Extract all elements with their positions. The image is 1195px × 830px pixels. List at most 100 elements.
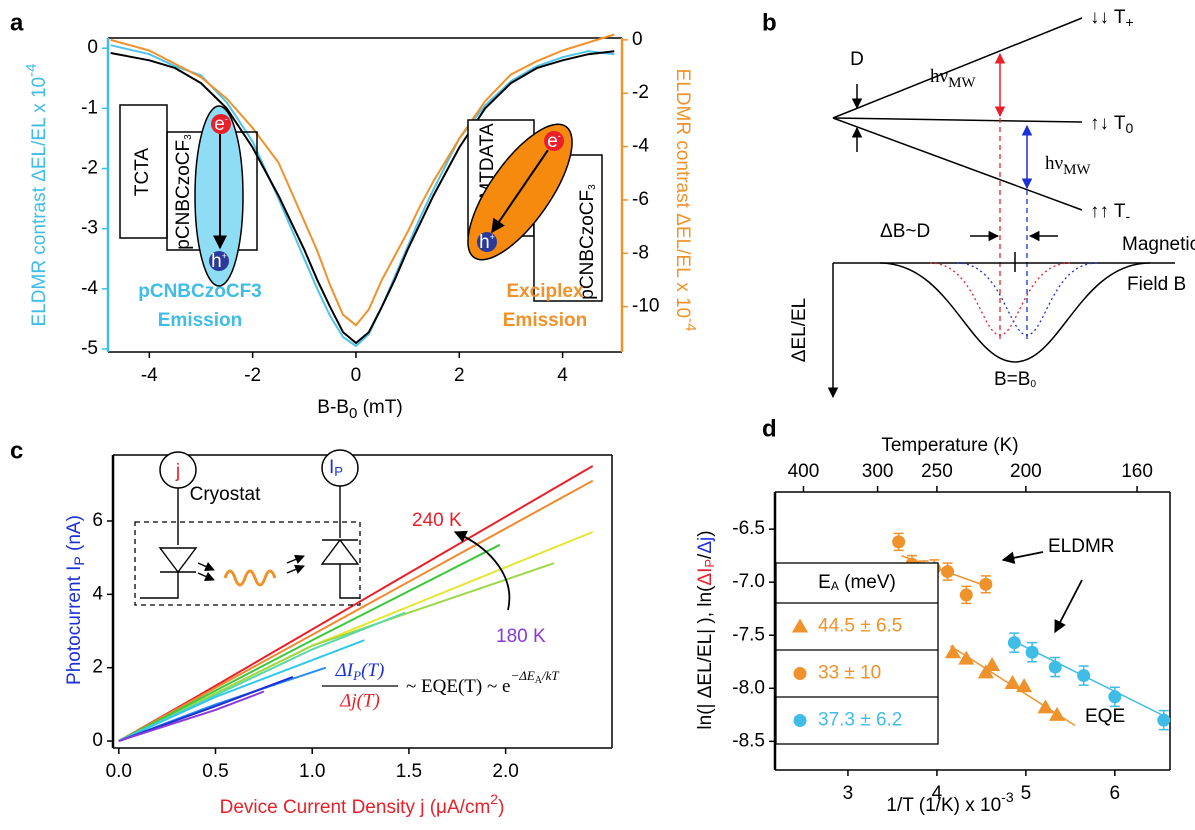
- arrow: [453, 530, 511, 611]
- arrow: [286, 564, 305, 574]
- marker: [977, 664, 994, 679]
- y-tick-label: 2: [92, 657, 103, 678]
- annotation: Field B: [1127, 274, 1186, 295]
- legend-title-part: (meV): [839, 572, 896, 593]
- annotation: Emission: [158, 310, 242, 331]
- electron-label: e-: [547, 131, 561, 152]
- x-tick-label: 2.0: [492, 761, 518, 782]
- x-tick-label: 0.0: [106, 761, 132, 782]
- marker: [1037, 699, 1054, 714]
- annotation: 180 K: [496, 626, 546, 647]
- marker: [1108, 690, 1122, 704]
- annotation: IP: [329, 457, 343, 479]
- cryostat-box: [134, 521, 361, 606]
- data-line: [110, 33, 615, 327]
- data-line: [110, 50, 615, 344]
- marker: [793, 714, 807, 727]
- marker: [1025, 645, 1039, 659]
- annotation: hνMW: [1045, 153, 1091, 178]
- panel-c: c 0.0 0.5 1.0 1.5 2.0 0 2 4 6 j IP Cryostat 240 …: [10, 437, 613, 818]
- y-tick-label: -8.5: [732, 730, 765, 751]
- hole-label: h+: [479, 232, 495, 253]
- arrow: [491, 149, 549, 234]
- y-tick-label: -10: [632, 296, 659, 317]
- panel-d: d 3 4 5 6 -6.5 -7.0 -7.5 -8.0 -8.5 400 300 250 200 16…: [695, 415, 1171, 816]
- y-tick-label: 0: [632, 29, 643, 50]
- y-axis-label: ln(| ΔEL/EL| ), ln(ΔIP/Δj): [695, 530, 717, 729]
- x-tick-label: 5: [1021, 783, 1032, 804]
- panel-a: a -4 -2 0 2 4 0 -1 -2 -3 -4 -5 0 -2 -4 -6 -8 -10 TCTA pC…: [10, 9, 699, 422]
- panel-label: a: [10, 9, 24, 36]
- marker: [793, 667, 807, 680]
- annotation: Cryostat: [190, 484, 261, 505]
- marker: [941, 565, 955, 579]
- layer-label: pCNBCzoCF3: [173, 134, 194, 250]
- schematic-curve: [956, 262, 1098, 336]
- panel-label: d: [762, 415, 777, 442]
- marker: [1007, 636, 1021, 650]
- y-tick-label: -7.5: [732, 624, 765, 645]
- marker: [892, 535, 906, 549]
- marker: [1048, 660, 1062, 674]
- annotation: Magnetic: [1122, 234, 1195, 255]
- data-line: [110, 44, 615, 347]
- marker: [1157, 713, 1171, 727]
- annotation: EQE: [1085, 706, 1125, 727]
- schematic-curve: [929, 262, 1071, 336]
- annotation: D: [850, 49, 864, 70]
- electron-label: e-: [214, 114, 228, 135]
- hole: [477, 232, 497, 252]
- y-tick-label: 6: [92, 510, 103, 531]
- annotation: ELDMR: [1048, 536, 1115, 557]
- x-tick-label: -4: [141, 365, 158, 386]
- x-tick-label: 6: [1110, 783, 1121, 804]
- y-tick-label: -8: [632, 242, 649, 263]
- marker: [1049, 706, 1066, 721]
- x2-tick-label: 160: [1121, 461, 1153, 482]
- plot: -4 -2 0 2 4 0 -1 -2 -3 -4 -5 0 -2 -4 -6 -8 -10: [81, 29, 659, 386]
- y-tick-label: -8.0: [732, 677, 765, 698]
- legend-box: [775, 562, 939, 745]
- arrow: [1001, 551, 1044, 564]
- y-tick-label: -1: [81, 97, 98, 118]
- legend-title: EA (meV): [818, 572, 896, 593]
- y-tick-label: -3: [81, 218, 98, 239]
- y-tick-label: -6: [632, 189, 649, 210]
- x2-tick-label: 400: [788, 461, 820, 482]
- y-tick-label: 0: [92, 730, 103, 751]
- marker: [958, 650, 975, 665]
- legend-entry: 37.3 ± 6.2: [818, 710, 902, 731]
- annotation: B=B0: [994, 369, 1036, 390]
- annotation: 240 K: [412, 510, 462, 531]
- legend-title-part: A: [831, 579, 839, 593]
- y-tick-label: -4: [632, 136, 649, 157]
- level-line: [832, 117, 1083, 123]
- annotation: Emission: [503, 310, 587, 331]
- electron: [544, 131, 564, 151]
- y-tick-label: -5: [81, 338, 98, 359]
- annotation: ΔB~D: [880, 221, 930, 242]
- x-tick-label: 4: [557, 365, 568, 386]
- data-line: [118, 543, 501, 742]
- y-axis-label: Photocurrent IP (nA): [64, 515, 87, 685]
- formula: ~ EQE(T) ~ e−ΔEA/kT: [406, 668, 559, 697]
- marker: [1016, 678, 1033, 693]
- photon: [223, 569, 277, 587]
- x2-axis-label: Temperature (K): [881, 435, 1018, 456]
- annotation: Exciplex: [506, 281, 584, 302]
- legend-entry: 33 ± 10: [818, 663, 881, 684]
- annotation: pCNBCzoCF3: [138, 281, 262, 302]
- level-line: [832, 117, 1083, 211]
- state-label: ↓↓ T+: [1090, 7, 1134, 30]
- hole-label: h+: [211, 251, 227, 272]
- data-line: [118, 675, 294, 742]
- marker: [792, 618, 808, 633]
- state-label: ↑↑ T-: [1090, 201, 1131, 224]
- x2-tick-label: 200: [1010, 461, 1042, 482]
- layer-label: TCTA: [132, 148, 153, 197]
- panel-b: b D hνMW hνMW ↓↓ T+ ↑↓ T0 ↑↑ T- ΔB~D Mag…: [762, 7, 1195, 399]
- y-tick-label: -4: [81, 278, 98, 299]
- legend-entry: 44.5 ± 6.5: [818, 616, 902, 637]
- data-line: [118, 639, 365, 742]
- y-axis-label: ELDMR contrast ΔEL/EL x 10-4: [23, 64, 50, 327]
